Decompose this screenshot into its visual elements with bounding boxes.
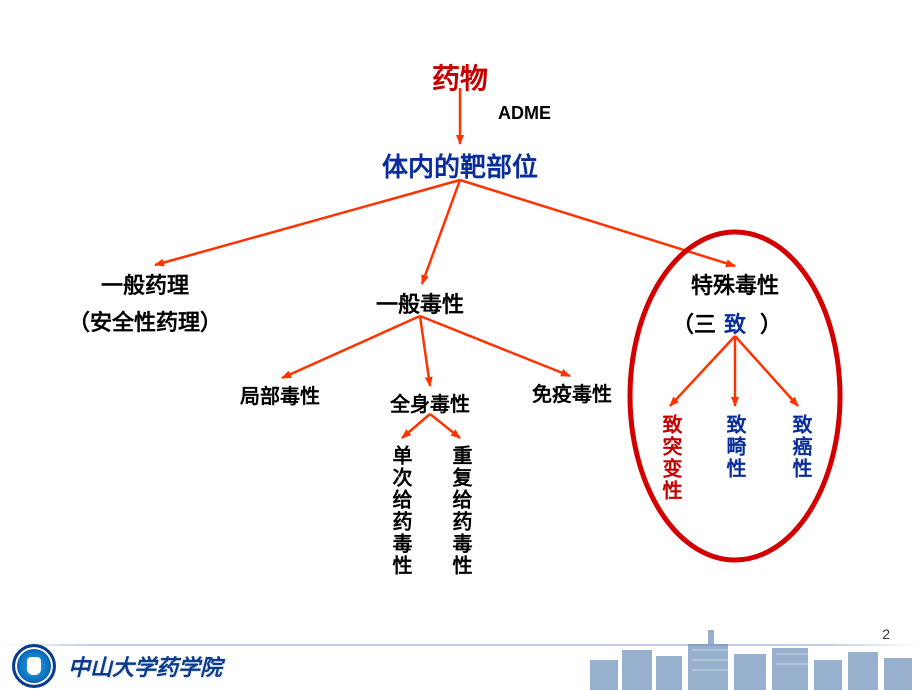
node-gen_tox: 一般毒性 <box>376 287 464 319</box>
node-single_dose: 单次给药毒性 <box>386 445 415 577</box>
node-sanzhi_r: ） <box>760 307 782 339</box>
institution-name: 中山大学药学院 <box>68 650 222 682</box>
node-immune_tox: 免疫毒性 <box>532 378 612 407</box>
node-root: 药物 <box>432 57 488 97</box>
node-local_tox: 局部毒性 <box>240 380 320 409</box>
node-teratogenic: 致畸性 <box>720 414 749 480</box>
footer: 中山大学药学院 <box>0 642 920 690</box>
node-mutagenic: 致突变性 <box>656 414 685 502</box>
node-sanzhi_mid: 致 <box>724 307 746 339</box>
node-sanzhi_l: （三 <box>672 307 716 339</box>
institution-logo <box>12 644 56 688</box>
node-target: 体内的靶部位 <box>382 147 538 184</box>
node-repeat_dose: 重复给药毒性 <box>446 445 475 577</box>
node-gen_pharm1: 一般药理 <box>101 268 189 300</box>
diagram-arrows <box>0 0 920 690</box>
node-adme_label: ADME <box>498 103 551 124</box>
node-systemic_tox: 全身毒性 <box>390 388 470 417</box>
node-carcinogenic: 致癌性 <box>786 414 815 480</box>
node-spec_tox: 特殊毒性 <box>691 268 779 300</box>
node-gen_pharm2: （安全性药理） <box>68 305 222 337</box>
